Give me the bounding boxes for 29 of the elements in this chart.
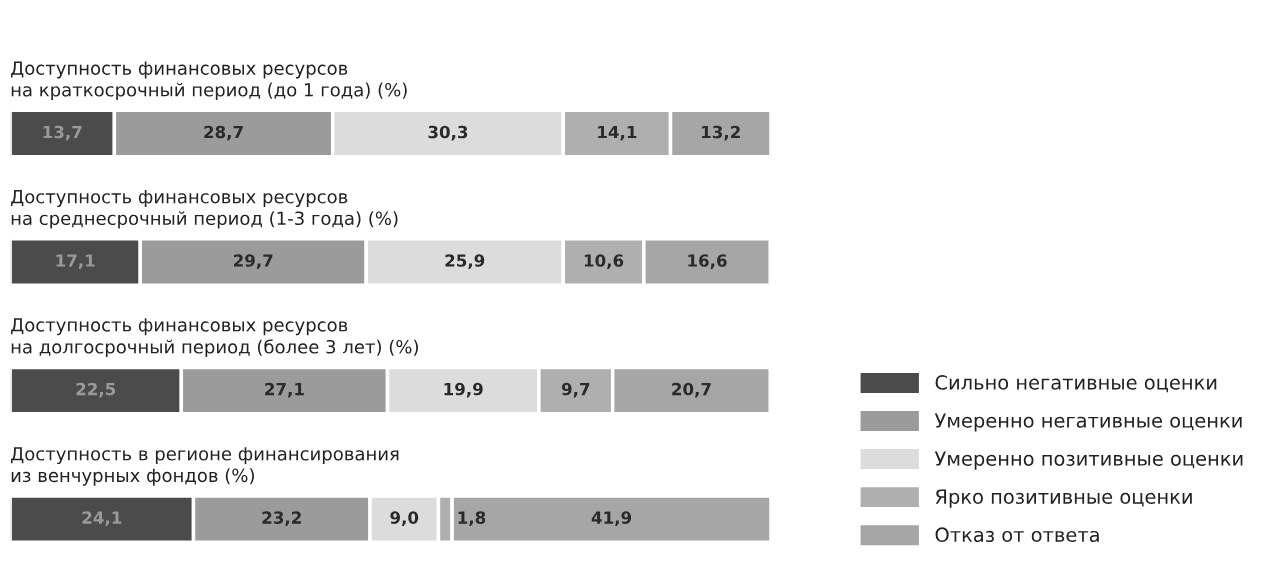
data-label: 17,1	[56, 254, 95, 269]
legend-label: Умеренно позитивные оценки	[934, 451, 1243, 470]
data-label: 24,1	[82, 511, 122, 527]
data-label: 23,2	[262, 511, 301, 527]
legend-label: Умеренно негативные оценки	[934, 413, 1242, 432]
data-label: 20,7	[672, 382, 711, 398]
data-label: 9,0	[390, 511, 419, 527]
legend-label: Отказ от ответа	[935, 527, 1099, 543]
data-label: 30,3	[428, 125, 468, 141]
data-label: 41,9	[591, 511, 632, 527]
data-label: 19,9	[444, 382, 483, 398]
data-label: 14,1	[598, 125, 637, 141]
data-label: 13,2	[702, 125, 740, 141]
y-tick-label: Доступность финансовых ресурсов на долгосрочный период (более 3 лет) (%)	[11, 318, 418, 358]
data-label: 27,1	[265, 382, 304, 398]
y-tick-label: Доступность в регионе финансирования из венчурных фондов (%)	[11, 447, 399, 486]
data-label: 1,8	[458, 511, 486, 527]
data-label: 9,7	[561, 382, 590, 398]
data-label: 10,6	[584, 254, 624, 269]
data-label: 29,7	[233, 254, 273, 269]
data-label: 22,5	[76, 382, 116, 398]
legend-label: Ярко позитивные оценки	[935, 489, 1192, 508]
legend-label: Сильно негативные оценки	[935, 375, 1217, 393]
data-label: 28,7	[204, 125, 243, 141]
data-label: 16,6	[688, 254, 727, 269]
data-label: 13,7	[43, 125, 82, 141]
y-tick-label: Доступность финансовых ресурсов на среднесрочный период (1-3 года) (%)	[11, 190, 398, 229]
y-tick-label: Доступность финансовых ресурсов на краткосрочный период (до 1 года) (%)	[11, 61, 407, 101]
data-label: 25,9	[445, 254, 485, 269]
